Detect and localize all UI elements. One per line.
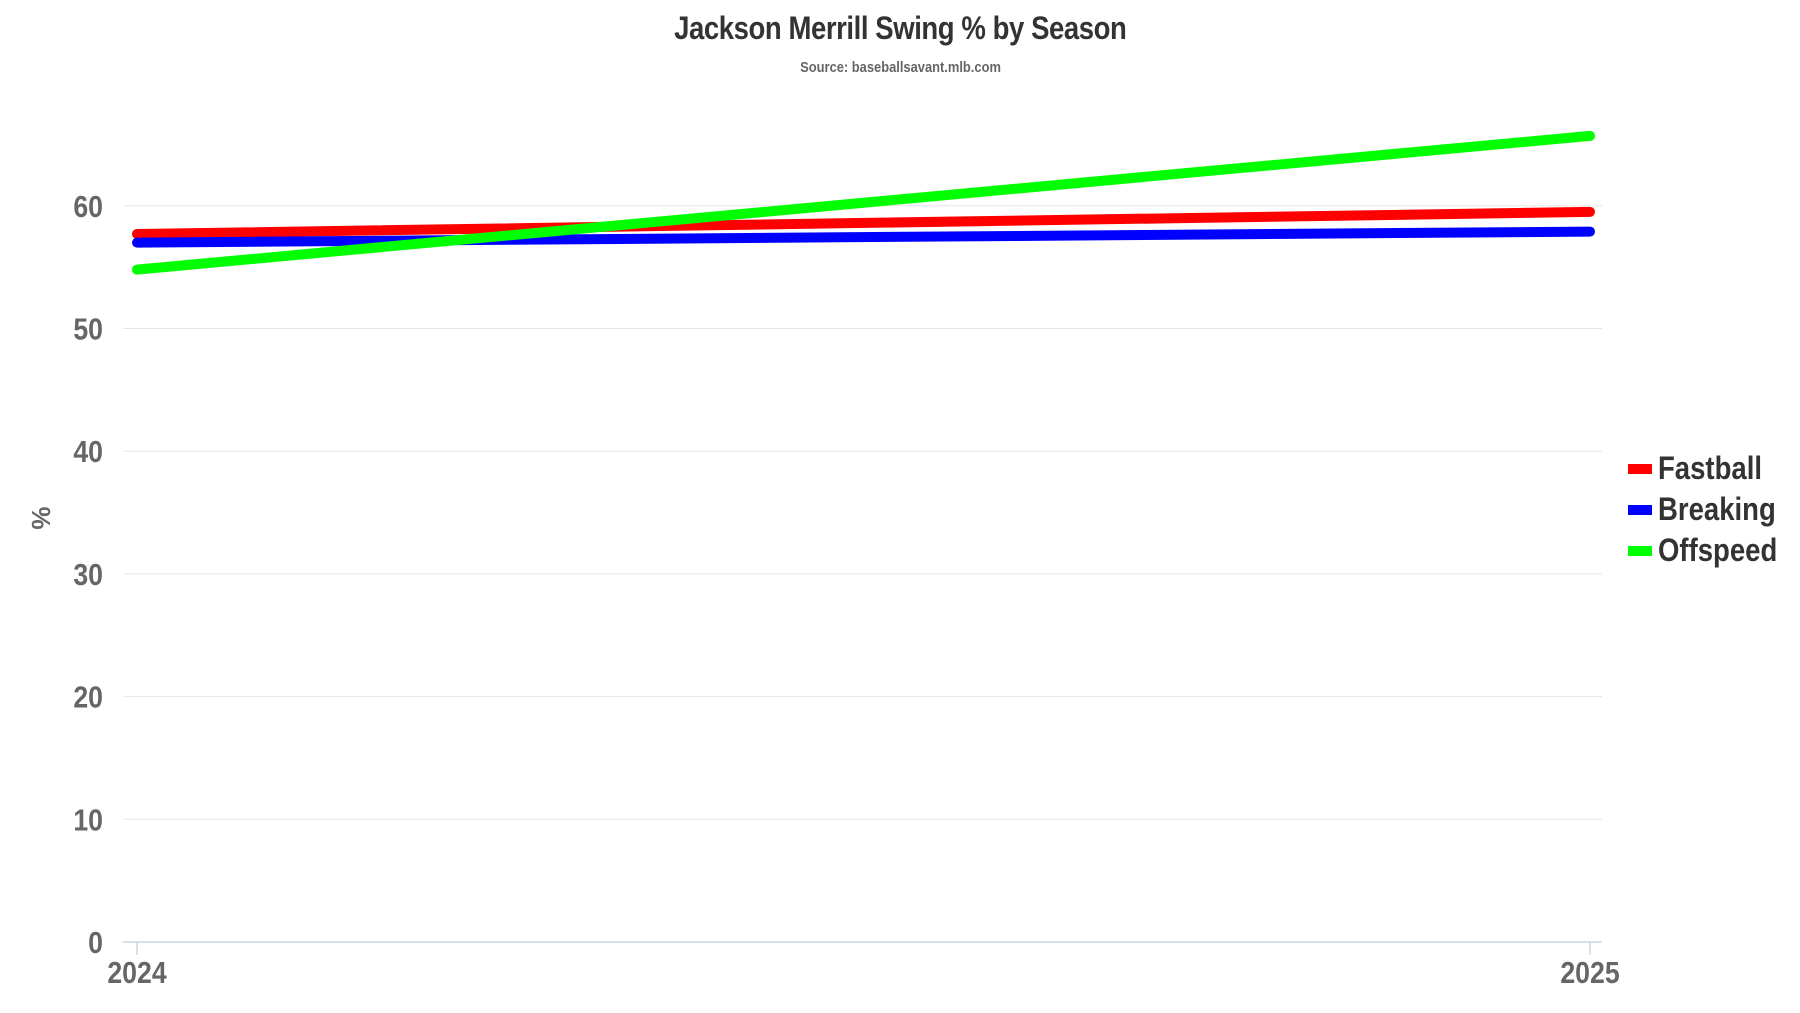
legend-item-fastball[interactable]: Fastball [1628,448,1797,489]
legend-label: Fastball [1658,450,1762,486]
x-tick-label: 2025 [1560,956,1619,990]
y-tick-label: 30 [73,558,103,592]
y-tick-label: 0 [88,926,103,960]
legend-label: Offspeed [1658,532,1778,568]
y-tick-label: 60 [73,190,103,224]
offspeed-swatch-icon [1628,545,1652,556]
y-axis-label: % [26,506,56,529]
legend-item-breaking[interactable]: Breaking [1628,489,1797,530]
series-line-breaking[interactable] [132,226,1595,248]
data-series [132,130,1595,275]
y-axis-ticks: 0 10 20 30 40 50 60 [73,190,103,961]
series-line-fastball[interactable] [132,206,1595,239]
series-line-offspeed[interactable] [132,130,1595,275]
y-tick-label: 20 [73,681,103,715]
fastball-swatch-icon [1628,463,1652,474]
legend-item-offspeed[interactable]: Offspeed [1628,530,1797,571]
y-tick-label: 10 [73,803,103,837]
x-axis: 2024 2025 [107,941,1620,991]
x-tick-label: 2024 [107,956,166,990]
legend-label: Breaking [1658,491,1776,527]
chart-title: Jackson Merrill Swing % by Season [674,10,1127,46]
y-tick-label: 50 [73,313,103,347]
gridlines [123,205,1602,820]
breaking-swatch-icon [1628,504,1652,515]
legend: Fastball Breaking Offspeed [1628,448,1797,571]
chart-subtitle: Source: baseballsavant.mlb.com [800,59,1001,76]
y-tick-label: 40 [73,435,103,469]
